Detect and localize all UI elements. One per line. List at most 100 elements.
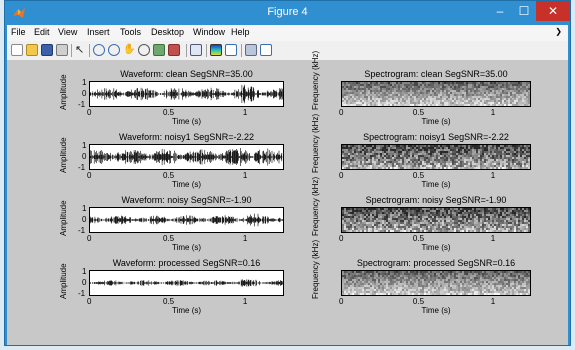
waveform-ylabel: Amplitude [59,74,68,110]
data-cursor-icon[interactable] [153,44,165,56]
x-tick-label: 1 [490,234,496,243]
x-tick-label: 0 [87,297,92,306]
spectrogram-ylabel: Frequency (kHz) [311,113,320,173]
x-tick-label: 0.5 [162,234,175,243]
toolbar-separator [71,44,72,57]
minimize-button[interactable]: – [496,4,504,18]
window-title: Figure 4 [267,6,308,18]
x-tick-label: 0 [339,234,344,243]
matlab-logo-icon [12,6,26,20]
spectrogram-title: Spectrogram: processed SegSNR=0.16 [356,258,516,268]
spectrogram-axes[interactable] [341,81,531,107]
waveform-axes[interactable] [89,81,284,107]
waveform-signal [90,148,283,166]
close-button[interactable]: ✕ [536,1,570,21]
y-tick-label: 1 [82,141,87,150]
menu-help[interactable]: Help [231,27,250,37]
waveform-axes[interactable] [89,270,284,296]
zoom-out-icon[interactable] [108,44,120,56]
x-axis-label: Time (s) [421,306,451,315]
x-tick-label: 0 [339,108,344,117]
brush-icon[interactable] [168,44,180,56]
waveform-trace [90,213,283,227]
y-tick-label: -1 [78,226,86,235]
menu-window[interactable]: Window [193,27,226,37]
x-axis-label: Time (s) [171,180,202,189]
spectrogram-ylabel: Frequency (kHz) [311,176,320,236]
y-tick-label: 1 [82,204,87,213]
y-tick-label: 0 [82,215,87,224]
menu-overflow-icon[interactable]: ❯ [555,27,562,36]
hide-plot-tools-icon[interactable] [245,44,257,56]
x-tick-label: 0.5 [412,171,425,180]
link-plot-icon[interactable] [190,44,202,56]
waveform-axes[interactable] [89,207,284,233]
x-tick-label: 0 [87,171,92,180]
spectrogram-ylabel: Frequency (kHz) [311,239,320,299]
menu-tools[interactable]: Tools [120,27,142,37]
x-tick-label: 1 [242,234,248,243]
maximize-button[interactable]: ☐ [518,4,530,18]
y-tick-label: -1 [78,163,86,172]
title-bar[interactable]: Figure 4 – ☐ ✕ [5,1,570,25]
new-figure-icon[interactable] [11,44,23,56]
waveform-title: Waveform: noisy SegSNR=-1.90 [121,195,252,205]
spectrogram-image [342,208,530,232]
menu-view[interactable]: View [58,27,78,37]
edit-plot-arrow-icon[interactable]: ↖ [75,44,85,56]
insert-colorbar-icon[interactable] [210,44,222,56]
spectrogram-ylabel: Frequency (kHz) [311,50,320,110]
waveform-trace [90,84,283,104]
x-tick-label: 1 [242,108,248,117]
menu-file[interactable]: File [11,27,26,37]
spectrogram-image [342,82,530,106]
menu-desktop[interactable]: Desktop [151,27,185,37]
spectrogram-image [342,271,530,295]
x-tick-label: 0 [339,171,344,180]
x-tick-label: 1 [242,171,248,180]
x-axis-label: Time (s) [421,243,451,252]
spectrogram-title: Spectrogram: clean SegSNR=35.00 [364,69,508,79]
menu-edit[interactable]: Edit [34,27,50,37]
save-icon[interactable] [41,44,53,56]
x-tick-label: 0.5 [412,297,425,306]
y-tick-label: 1 [82,78,87,87]
toolbar-separator [241,44,242,57]
show-plot-tools-icon[interactable] [260,44,272,56]
spectrogram-title: Spectrogram: noisy SegSNR=-1.90 [365,195,507,205]
waveform-axes[interactable] [89,144,284,170]
menu-insert[interactable]: Insert [87,27,110,37]
x-tick-label: 0.5 [162,108,175,117]
figure-canvas[interactable]: Waveform: clean SegSNR=35.00 Amplitude 0 0.… [7,51,568,345]
x-axis-label: Time (s) [171,117,202,126]
insert-legend-icon[interactable] [225,44,237,56]
toolbar-separator [186,44,187,57]
waveform-trace [90,279,283,287]
y-tick-label: 0 [82,152,87,161]
figure-toolbar: ↖ ✋ [7,41,568,61]
open-file-icon[interactable] [26,44,38,56]
waveform-ylabel: Amplitude [59,263,68,299]
waveform-ylabel: Amplitude [59,137,68,173]
watermark-logo [14,59,25,86]
y-tick-label: -1 [78,100,86,109]
rotate-3d-icon[interactable] [138,44,150,56]
print-icon[interactable] [56,44,68,56]
zoom-in-icon[interactable] [93,44,105,56]
x-tick-label: 1 [242,297,248,306]
x-axis-label: Time (s) [171,243,202,252]
x-tick-label: 0 [339,297,344,306]
spectrogram-title: Spectrogram: noisy1 SegSNR=-2.22 [363,132,509,142]
x-axis-label: Time (s) [421,117,451,126]
spectrogram-axes[interactable] [341,207,531,233]
pan-icon[interactable]: ✋ [123,44,136,55]
spectrogram-axes[interactable] [341,270,531,296]
figure-window: Figure 4 – ☐ ✕ File Edit View Insert Too… [4,0,571,346]
waveform-signal [90,84,283,104]
x-tick-label: 0 [87,108,92,117]
toolbar-separator [89,44,90,57]
x-axis-label: Time (s) [421,180,451,189]
spectrogram-axes[interactable] [341,144,531,170]
x-tick-label: 1 [490,171,496,180]
x-tick-label: 0.5 [412,234,425,243]
